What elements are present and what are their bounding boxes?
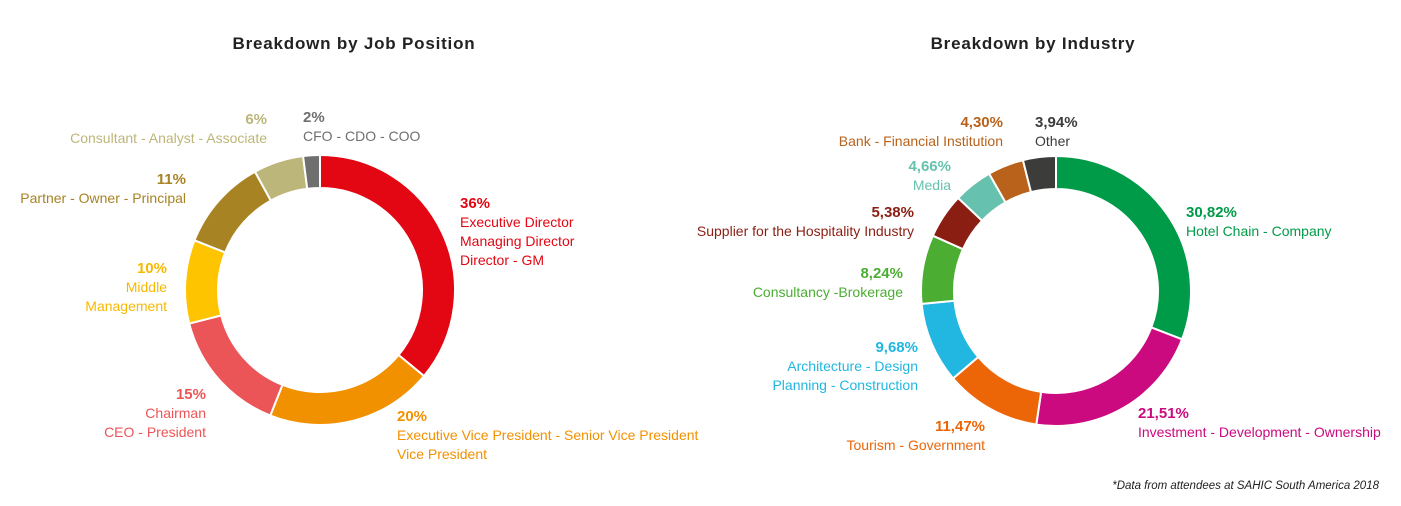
line-ind-2-0: Tourism - Government (846, 437, 985, 453)
label-slice-job-1: 20% Executive Vice President - Senior Vi… (397, 407, 698, 464)
label-slice-ind-5: 5,38% Supplier for the Hospitality Indus… (697, 203, 914, 241)
pct-ind-5: 5,38% (871, 204, 914, 221)
label-slice-job-5: 6% Consultant - Analyst - Associate (70, 110, 267, 148)
pct-job-3: 10% (136, 260, 167, 277)
donut-chart-industry (920, 154, 1192, 427)
line-job-0-0: Executive Director (460, 214, 574, 230)
chart-title-job-position: Breakdown by Job Position (232, 34, 476, 53)
label-slice-ind-6: 4,66% Media (908, 157, 951, 195)
line-job-5-0: Consultant - Analyst - Associate (70, 130, 267, 146)
line-ind-8-0: Other (1035, 133, 1071, 149)
label-slice-job-0: 36% Executive Director Managing Director… (460, 194, 574, 270)
label-slice-ind-4: 8,24% Consultancy -Brokerage (753, 264, 903, 302)
pct-ind-6: 4,66% (908, 158, 951, 175)
footnote: *Data from attendees at SAHIC South Amer… (1112, 480, 1379, 492)
label-slice-ind-0: 30,82% Hotel Chain - Company (1186, 203, 1332, 241)
pct-job-5: 6% (245, 111, 267, 128)
label-slice-ind-1: 21,51% Investment - Development - Owners… (1138, 404, 1381, 442)
pct-ind-2: 11,47% (934, 418, 985, 435)
line-job-1-0: Executive Vice President - Senior Vice P… (397, 427, 699, 443)
label-slice-ind-7: 4,30% Bank - Financial Institution (839, 113, 1003, 151)
donut-chart-job-position (184, 153, 456, 426)
chart-title-industry: Breakdown by Industry (930, 34, 1136, 53)
line-ind-4-0: Consultancy -Brokerage (752, 284, 903, 300)
donut-slice-0-0 (319, 153, 456, 378)
pct-ind-1: 21,51% (1138, 405, 1189, 422)
pct-job-6: 2% (303, 109, 325, 126)
line-job-4-0: Partner - Owner - Principal (20, 190, 186, 206)
line-job-3-0: Middle (125, 279, 167, 295)
line-job-0-2: Director - GM (460, 252, 544, 268)
label-slice-job-3: 10% Middle Management (85, 259, 167, 316)
pct-ind-4: 8,24% (860, 265, 903, 282)
donut-slice-0-6 (301, 153, 321, 190)
pct-ind-7: 4,30% (960, 114, 1003, 131)
label-slice-ind-3: 9,68% Architecture - Design Planning - C… (772, 338, 918, 395)
line-job-3-1: Management (85, 298, 167, 314)
line-ind-6-0: Media (912, 177, 951, 193)
line-ind-7-0: Bank - Financial Institution (838, 133, 1003, 149)
label-slice-ind-2: 11,47% Tourism - Government (847, 417, 985, 455)
label-slice-job-4: 11% Partner - Owner - Principal (20, 170, 186, 208)
line-job-6-0: CFO - CDO - COO (303, 128, 421, 144)
pct-job-2: 15% (175, 386, 206, 403)
donut-slice-0-4 (193, 170, 273, 254)
pct-ind-3: 9,68% (875, 339, 918, 356)
pct-job-1: 20% (397, 408, 428, 425)
pct-job-0: 36% (460, 195, 491, 212)
line-job-2-0: Chairman (145, 405, 206, 421)
line-job-1-1: Vice President (397, 446, 488, 462)
line-job-2-1: CEO - President (104, 424, 206, 440)
line-ind-5-0: Supplier for the Hospitality Industry (696, 223, 914, 239)
donut-slice-0-3 (184, 239, 227, 325)
donut-slice-1-0 (1055, 154, 1192, 341)
line-ind-3-0: Architecture - Design (787, 358, 918, 374)
line-job-0-1: Managing Director (460, 233, 575, 249)
pct-ind-0: 30,82% (1186, 204, 1237, 221)
line-ind-1-0: Investment - Development - Ownership (1138, 424, 1381, 440)
donut-slice-1-8 (1021, 154, 1057, 194)
line-ind-0-0: Hotel Chain - Company (1186, 223, 1332, 239)
line-ind-3-1: Planning - Construction (772, 377, 918, 393)
label-slice-ind-8: 3,94% Other (1035, 113, 1078, 151)
label-slice-job-6: 2% CFO - CDO - COO (303, 108, 420, 146)
label-slice-job-2: 15% Chairman CEO - President (104, 385, 206, 442)
pct-ind-8: 3,94% (1035, 114, 1078, 131)
pct-job-4: 11% (156, 171, 186, 188)
